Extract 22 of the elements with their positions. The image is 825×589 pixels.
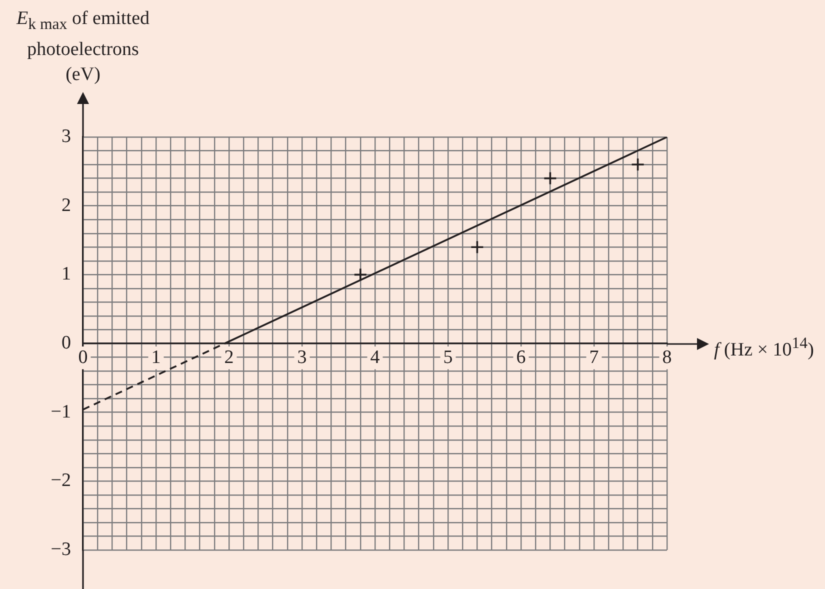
- y-tick-label: −2: [50, 470, 71, 492]
- point: [354, 268, 368, 282]
- x-tick-label: 7: [589, 346, 599, 368]
- y-tick-label: 2: [62, 194, 71, 216]
- y-tick-label: 0: [62, 332, 71, 354]
- point: [470, 240, 484, 254]
- y-tick-label: −1: [50, 401, 71, 422]
- x-tick-label: 8: [662, 346, 672, 368]
- x-tick-label: 0: [78, 346, 88, 368]
- x-tick-label: 3: [297, 346, 307, 368]
- y-tick-label: 1: [62, 264, 71, 285]
- point: [630, 158, 645, 172]
- x-tick-label: 1: [151, 346, 161, 368]
- x-tick-label: 2: [224, 346, 234, 368]
- x-axis-title: f (Hz × 10$^{14}$): [714, 334, 814, 362]
- x-tick-label: 4: [370, 346, 380, 368]
- point: [543, 171, 558, 186]
- y-tick-label: −3: [50, 538, 71, 560]
- y-axis-title: E$_{k max}$ of emitted photoelectrons (eV): [15, 7, 151, 87]
- y-tick-label: 3: [62, 126, 71, 147]
- x-tick-label: 6: [516, 346, 526, 368]
- x-tick-label: 5: [443, 346, 453, 368]
